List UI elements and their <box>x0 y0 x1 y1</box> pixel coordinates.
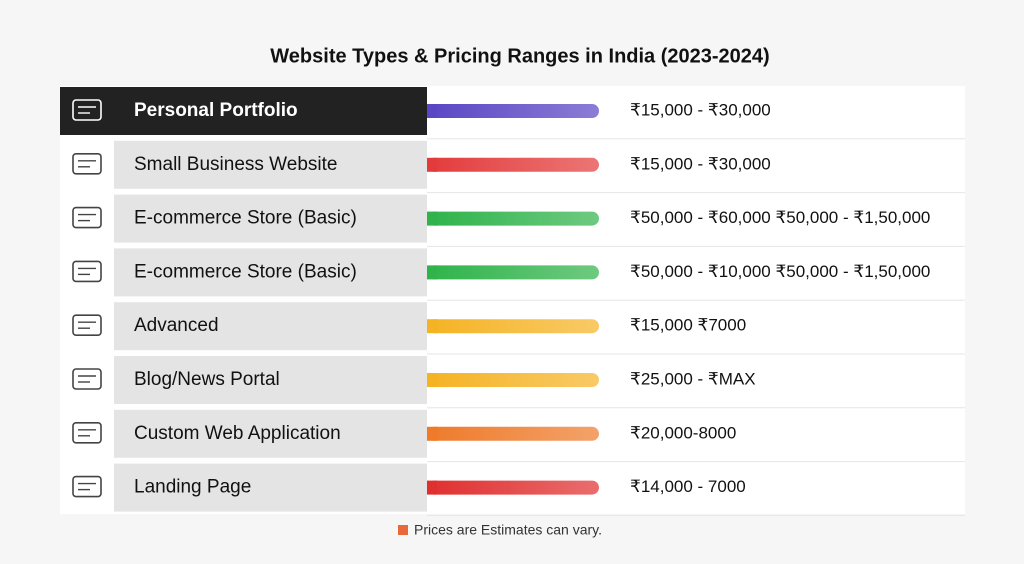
row-label-box <box>114 194 427 243</box>
range-bar <box>427 373 599 387</box>
range-bar-start <box>427 480 437 495</box>
row-label: E-commerce Store (Basic) <box>134 261 357 282</box>
icon-box <box>60 463 112 512</box>
icon-box <box>60 409 112 458</box>
icon-box <box>60 356 112 404</box>
range-bar-start <box>427 211 437 226</box>
range-bar <box>427 157 599 172</box>
icon-box <box>60 140 112 189</box>
range-bar <box>427 319 599 334</box>
row-label-box <box>114 248 427 297</box>
range-bar <box>427 104 599 118</box>
row-label-box <box>114 463 427 512</box>
row-icon <box>72 206 102 229</box>
footnote: Prices are Estimates can vary. <box>414 522 602 538</box>
row-label: E-commerce Store (Basic) <box>134 208 357 229</box>
icon-box <box>60 194 112 243</box>
row-label: Blog/News Portal <box>134 369 280 390</box>
range-bar-start <box>427 373 437 387</box>
range-bar-start <box>427 265 437 280</box>
row-label-box <box>114 409 427 458</box>
price-range: ₹15,000 ₹7000 <box>630 316 746 335</box>
price-range: ₹50,000 - ₹10,000 ₹50,000 - ₹1,50,000 <box>630 262 930 281</box>
range-bar-start <box>427 104 437 118</box>
price-range: ₹14,000 - 7000 <box>630 477 746 496</box>
row-icon <box>72 99 102 121</box>
price-range: ₹25,000 - ₹MAX <box>630 369 756 388</box>
range-bar <box>427 426 599 441</box>
row-label-box <box>114 356 427 404</box>
row-label-box <box>114 140 427 189</box>
range-bar-start <box>427 426 437 441</box>
row-label: Landing Page <box>134 477 251 498</box>
icon-box <box>60 302 112 351</box>
price-range: ₹15,000 - ₹30,000 <box>630 154 771 173</box>
range-bar-start <box>427 319 437 334</box>
row-icon <box>72 421 102 444</box>
row-label: Advanced <box>134 315 219 336</box>
price-range: ₹15,000 - ₹30,000 <box>630 100 771 119</box>
row-label: Personal Portfolio <box>134 100 298 121</box>
row-icon <box>72 153 102 175</box>
row-icon <box>72 314 102 337</box>
range-bar-start <box>427 157 437 172</box>
icon-box <box>60 248 112 297</box>
price-range: ₹50,000 - ₹60,000 ₹50,000 - ₹1,50,000 <box>630 208 930 227</box>
row-label-box <box>60 87 427 135</box>
note-marker <box>398 525 408 535</box>
row-icon <box>72 260 102 283</box>
range-bar <box>427 211 599 226</box>
range-bar <box>427 265 599 280</box>
range-bar <box>427 480 599 495</box>
row-label: Custom Web Application <box>134 423 341 444</box>
title: Website Types & Pricing Ranges in India … <box>270 45 769 67</box>
row-icon <box>72 368 102 390</box>
row-label: Small Business Website <box>134 154 337 175</box>
row-icon <box>72 475 102 498</box>
price-range: ₹20,000-8000 <box>630 423 736 442</box>
row-label-box <box>114 302 427 351</box>
